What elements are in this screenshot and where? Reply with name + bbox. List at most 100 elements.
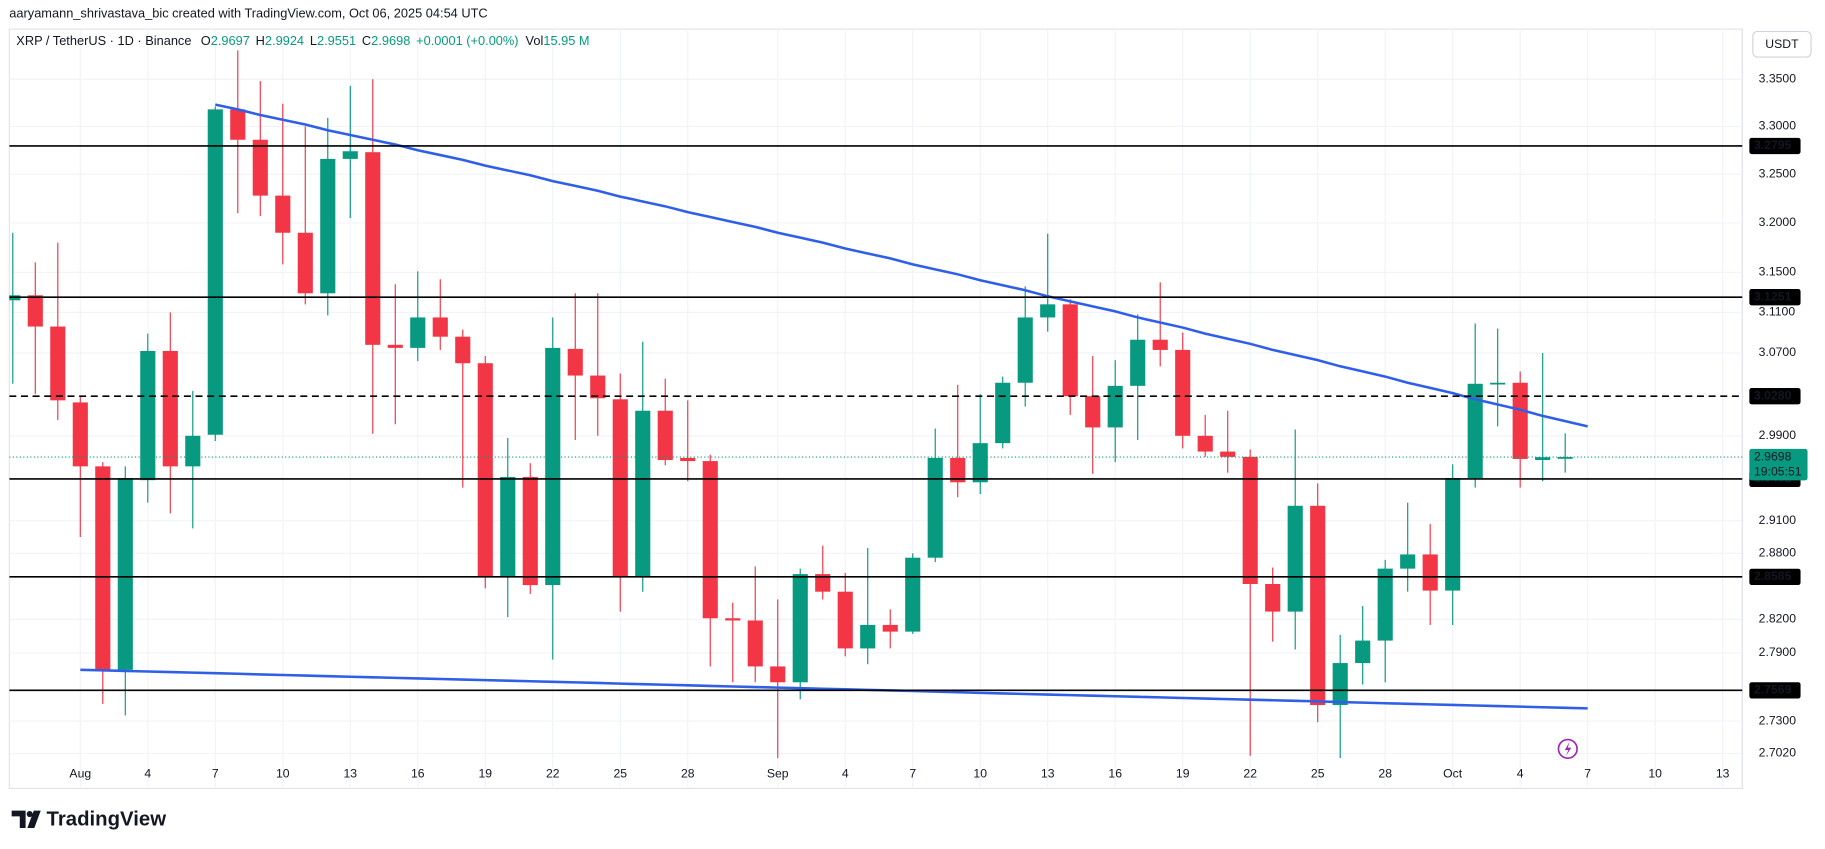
candle-body bbox=[1265, 583, 1281, 612]
candle-body bbox=[522, 476, 538, 586]
level-label: 2.7569 bbox=[1754, 683, 1792, 697]
level-label-box bbox=[1749, 682, 1801, 699]
candle-body bbox=[657, 410, 673, 461]
candle-body bbox=[1310, 505, 1326, 706]
level-label-box bbox=[1749, 388, 1801, 405]
x-tick-label: 7 bbox=[909, 767, 916, 781]
candle-body bbox=[905, 557, 921, 632]
legend-value: 2.9697 bbox=[211, 33, 250, 48]
y-tick-label: 3.1500 bbox=[1759, 265, 1797, 279]
candle-body bbox=[1377, 568, 1393, 641]
attribution: aaryamann_shrivastava_bic created with T… bbox=[9, 5, 487, 20]
legend-label: Vol bbox=[526, 33, 544, 48]
candle-body bbox=[185, 435, 201, 467]
candle-body bbox=[1287, 505, 1303, 612]
y-tick-label: 2.7020 bbox=[1759, 746, 1797, 760]
candle-body bbox=[162, 350, 178, 467]
x-tick-label: Sep bbox=[767, 767, 789, 781]
candle-body bbox=[432, 317, 448, 337]
countdown: 19:05:51 bbox=[1754, 464, 1802, 478]
candle-body bbox=[1062, 304, 1078, 397]
candle-body bbox=[725, 618, 741, 621]
x-tick-label: 7 bbox=[1584, 767, 1591, 781]
legend-value: 2.9551 bbox=[317, 33, 356, 48]
candle-body bbox=[252, 139, 268, 196]
candle-body bbox=[612, 399, 628, 577]
candle-body bbox=[140, 350, 156, 481]
trend-line bbox=[80, 668, 1588, 710]
x-tick-label: 25 bbox=[613, 767, 627, 781]
level-label-box bbox=[1749, 568, 1801, 586]
candle-body bbox=[567, 348, 583, 376]
x-tick-label: 4 bbox=[842, 767, 849, 781]
legend-value: 15.95 M bbox=[543, 33, 589, 48]
x-tick-label: 16 bbox=[1108, 767, 1122, 781]
legend-value: 2.9698 bbox=[371, 33, 410, 48]
legend-label: L bbox=[310, 33, 317, 48]
x-tick-label: 4 bbox=[1517, 767, 1524, 781]
y-tick-label: 3.3500 bbox=[1759, 71, 1797, 85]
legend-label: C bbox=[362, 33, 371, 48]
symbol-title: XRP / TetherUS · 1D · Binance bbox=[16, 33, 191, 48]
candle-body bbox=[1355, 640, 1371, 664]
level-label: 3.1251 bbox=[1754, 289, 1792, 303]
x-tick-label: Aug bbox=[69, 767, 91, 781]
candle-body bbox=[1332, 663, 1348, 706]
candle-body bbox=[342, 151, 358, 159]
candle-body bbox=[1467, 383, 1483, 479]
candle-body bbox=[455, 336, 471, 364]
candle-body bbox=[1107, 385, 1123, 428]
axes: 3.3500 3.3000 3.2500 3.2000 3.1500 3.1100 3.07… bbox=[69, 71, 1808, 781]
candle-body bbox=[680, 457, 696, 462]
last-price-label: 2.9698 bbox=[1754, 449, 1792, 463]
candle-body bbox=[275, 195, 291, 233]
y-tick-label: 3.3000 bbox=[1759, 119, 1797, 133]
y-tick-label: 3.1100 bbox=[1759, 305, 1796, 319]
candle-body bbox=[365, 152, 381, 345]
y-tick-label: 3.0700 bbox=[1759, 345, 1797, 359]
candle-body bbox=[1130, 339, 1146, 386]
x-tick-label: 4 bbox=[144, 767, 151, 781]
candle-body bbox=[815, 574, 831, 592]
trend-line bbox=[215, 103, 1588, 428]
alert-icon[interactable] bbox=[1557, 738, 1578, 759]
x-tick-label: 10 bbox=[973, 767, 987, 781]
candle-body bbox=[972, 443, 988, 483]
candle-body bbox=[747, 620, 763, 667]
candle-body bbox=[1152, 339, 1168, 350]
candle-body bbox=[1490, 382, 1506, 385]
candle-body bbox=[500, 476, 516, 577]
level-label-box bbox=[1749, 137, 1801, 155]
y-tick-label: 2.8200 bbox=[1759, 612, 1797, 626]
plot-area bbox=[9, 50, 1743, 759]
last-price-box bbox=[1749, 448, 1808, 481]
candle-body bbox=[320, 158, 336, 294]
candle-body bbox=[1445, 478, 1461, 591]
candle-body bbox=[1535, 457, 1551, 461]
candle-body bbox=[995, 382, 1011, 444]
candle-body bbox=[590, 375, 606, 399]
currency[interactable]: USDT bbox=[1765, 37, 1799, 51]
level-label: 3.0280 bbox=[1754, 388, 1792, 402]
candle-body bbox=[1557, 457, 1573, 459]
candle-body bbox=[1017, 317, 1033, 383]
candle-body bbox=[770, 666, 786, 683]
y-tick-label: 2.9900 bbox=[1759, 428, 1797, 442]
x-tick-label: 28 bbox=[1378, 767, 1392, 781]
candle-body bbox=[410, 317, 426, 348]
candle-body bbox=[1085, 396, 1101, 428]
candle-body bbox=[1242, 456, 1258, 584]
candle-body bbox=[297, 232, 313, 294]
candle-body bbox=[1512, 382, 1528, 459]
y-tick-label: 3.2000 bbox=[1759, 215, 1797, 229]
candle-body bbox=[27, 295, 43, 327]
candle-body bbox=[545, 347, 561, 586]
level-label: 3.2795 bbox=[1754, 138, 1792, 152]
candle-body bbox=[927, 457, 943, 558]
currency-button[interactable] bbox=[1752, 30, 1812, 58]
x-tick-label: 13 bbox=[1716, 767, 1730, 781]
grid bbox=[9, 29, 1743, 789]
x-tick-label: 19 bbox=[478, 767, 492, 781]
